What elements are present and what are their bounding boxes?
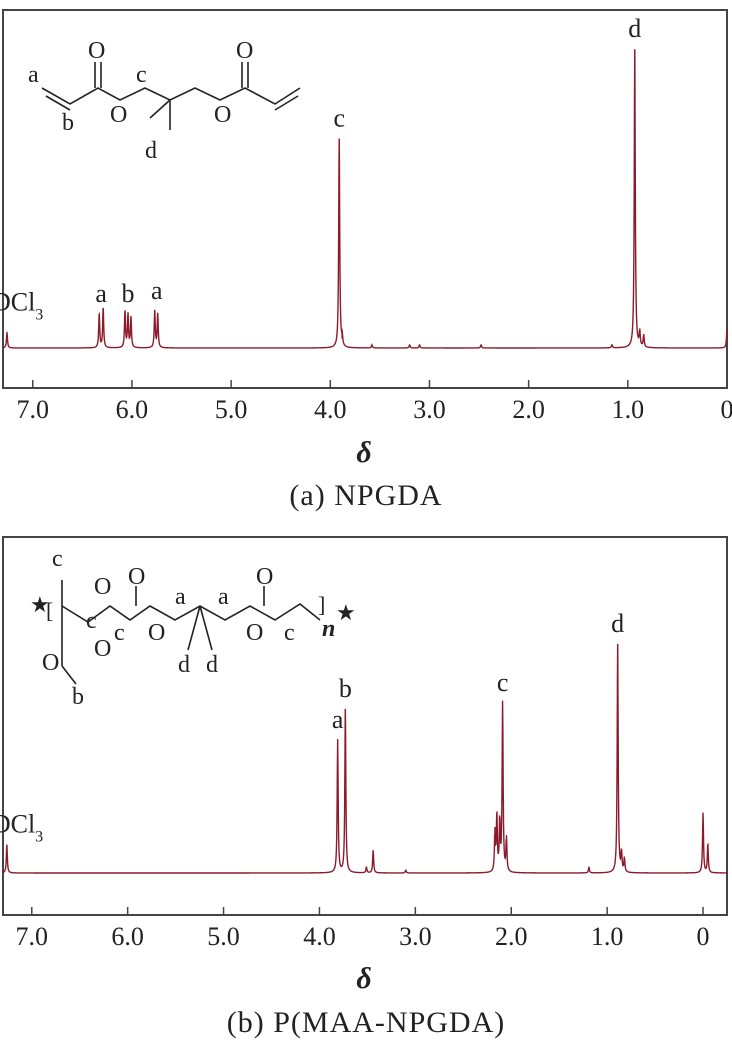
x-tick-label: 2.0 xyxy=(512,395,545,424)
panel-b-peak-labels: CDCl3abcd xyxy=(0,609,624,846)
x-tick-label: 6.0 xyxy=(111,922,144,951)
peak-label: d xyxy=(628,14,641,43)
structure-b-oxygen-7: O xyxy=(246,620,263,646)
structure-b-label-c1: c xyxy=(52,546,63,572)
structure-a-label-b: b xyxy=(62,110,74,136)
x-tick-label: 0 xyxy=(721,395,732,424)
x-tick-label: 3.0 xyxy=(413,395,446,424)
structure-a-vinyl-double xyxy=(45,95,71,111)
panel-b-xlabel: δ xyxy=(356,962,371,995)
peak-label: c xyxy=(333,104,345,133)
structure-b-oxygen-3: O xyxy=(42,650,59,676)
panel-b-x-ticks xyxy=(31,907,704,915)
panel-a-peak-labels: CDCl3abacd xyxy=(0,14,641,324)
panel-b-x-tick-labels: 7.0 6.0 5.0 4.0 3.0 2.0 1.0 0 xyxy=(16,922,710,951)
structure-a-vinyl-right xyxy=(274,95,299,111)
structure-b-methyl-1 xyxy=(187,605,201,651)
structure-a-label-d: d xyxy=(145,138,157,164)
panel-b-frame xyxy=(2,536,728,916)
x-tick-label: 2.0 xyxy=(495,922,528,951)
structure-b-label-d2: d xyxy=(206,652,218,678)
structure-b-oxygen-5: O xyxy=(148,620,165,646)
panel-b: 7.06.05.04.03.02.01.00 CDCl3abcd δ (b) P… xyxy=(0,536,728,1039)
panel-b-structure: ★ [ ] ★ c c c c a a b d d n O O O O xyxy=(30,546,356,710)
panel-a-xlabel: δ xyxy=(356,436,371,469)
structure-b-oxygen-1: O xyxy=(94,574,111,600)
structure-a-oxygen-3: O xyxy=(236,38,253,64)
peak-label: d xyxy=(611,609,624,638)
panel-a-caption: (a) NPGDA xyxy=(289,479,442,512)
structure-b-star-left: ★ xyxy=(30,592,50,617)
peak-label: CDCl3 xyxy=(0,810,43,846)
x-tick-label: 6.0 xyxy=(116,395,149,424)
x-tick-label: 7.0 xyxy=(17,395,50,424)
peak-label: CDCl3 xyxy=(0,288,43,324)
structure-b-label-n: n xyxy=(322,616,335,642)
structure-b-label-c3: c xyxy=(114,620,125,646)
x-tick-label: 5.0 xyxy=(207,922,240,951)
panel-a: 7.06.05.04.03.02.01.00 CDCl3abacd δ (a) … xyxy=(0,9,732,512)
structure-a-oxygen-1: O xyxy=(88,38,105,64)
peak-label: a xyxy=(332,705,344,734)
structure-b-label-c4: c xyxy=(284,620,295,646)
x-tick-label: 1.0 xyxy=(591,922,624,951)
structure-b-methoxy xyxy=(61,665,77,685)
panel-a-x-tick-labels: 7.0 6.0 5.0 4.0 3.0 2.0 1.0 0 xyxy=(17,395,732,424)
structure-b-label-c2: c xyxy=(86,608,97,634)
structure-a-label-a: a xyxy=(28,62,39,88)
structure-b-label-b: b xyxy=(72,684,84,710)
structure-b-label-d1: d xyxy=(178,652,190,678)
structure-b-label-a2: a xyxy=(218,584,229,610)
structure-a-label-c: c xyxy=(136,62,147,88)
x-tick-label: 3.0 xyxy=(399,922,432,951)
peak-label: b xyxy=(339,674,352,703)
panel-b-caption: (b) P(MAA-NPGDA) xyxy=(227,1006,506,1039)
structure-b-bracket-right: ] xyxy=(318,592,325,617)
structure-b-oxygen-4: O xyxy=(128,564,145,590)
x-tick-label: 4.0 xyxy=(303,922,336,951)
peak-label: a xyxy=(151,276,163,305)
panel-a-structure: a b c d O O O O xyxy=(28,38,301,164)
peak-label: b xyxy=(121,279,134,308)
structure-b-backbone xyxy=(61,603,321,623)
structure-a-oxygen-4: O xyxy=(214,102,231,128)
panel-a-spectrum-line xyxy=(2,49,728,349)
peak-label: c xyxy=(497,668,509,697)
panel-a-frame xyxy=(2,9,728,389)
structure-a-backbone xyxy=(41,87,301,105)
structure-a-oxygen-2: O xyxy=(110,102,127,128)
x-tick-label: 4.0 xyxy=(314,395,347,424)
panel-a-x-ticks xyxy=(32,380,728,388)
structure-b-label-a1: a xyxy=(175,584,186,610)
structure-b-star-right: ★ xyxy=(336,600,356,625)
structure-b-oxygen-6: O xyxy=(256,564,273,590)
x-tick-label: 5.0 xyxy=(215,395,248,424)
structure-b-oxygen-2: O xyxy=(94,636,111,662)
structure-b-methyl-2 xyxy=(199,605,213,651)
peak-label: a xyxy=(95,279,107,308)
structure-b-bracket-left: [ xyxy=(46,598,53,623)
x-tick-label: 1.0 xyxy=(612,395,645,424)
x-tick-label: 0 xyxy=(697,922,710,951)
structure-a-methyl-2 xyxy=(149,99,171,119)
x-tick-label: 7.0 xyxy=(16,922,49,951)
panel-b-spectrum-line xyxy=(2,643,727,874)
